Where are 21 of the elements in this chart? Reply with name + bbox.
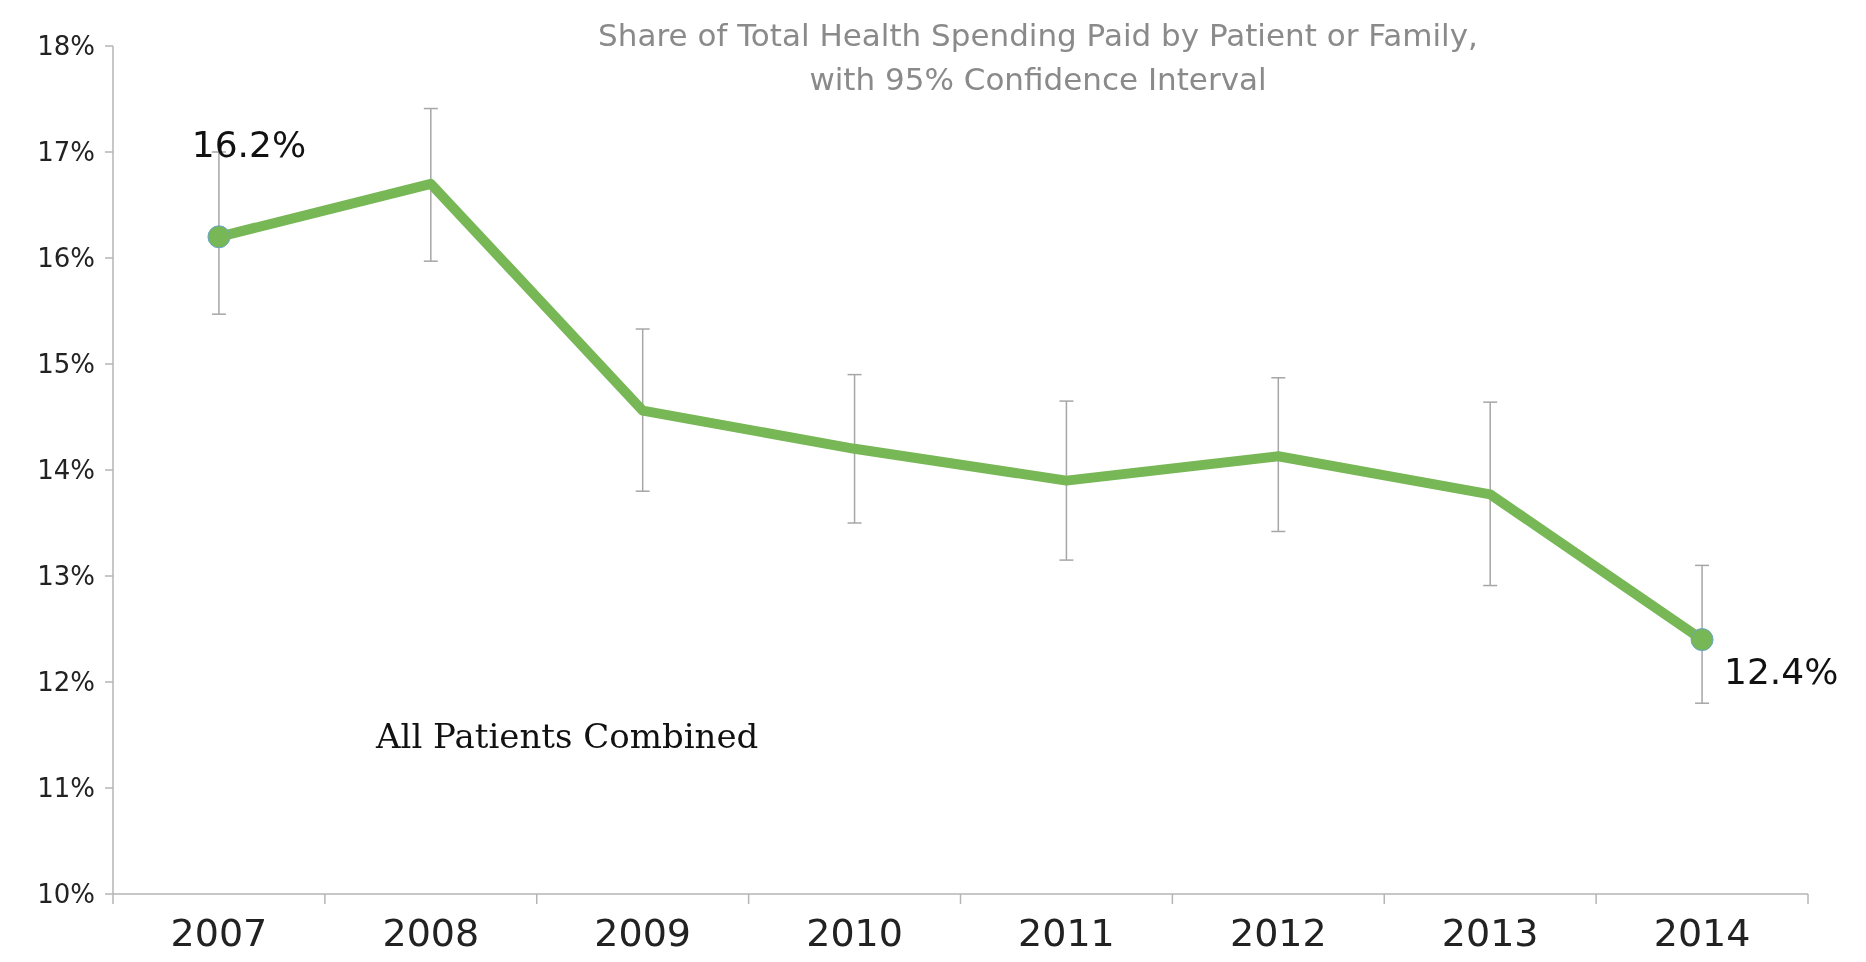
y-tick-label: 11% bbox=[37, 773, 95, 804]
y-tick-label: 13% bbox=[37, 561, 95, 592]
x-tick-label: 2014 bbox=[1653, 911, 1751, 955]
data-label: 16.2% bbox=[191, 123, 307, 165]
x-tick-label: 2009 bbox=[594, 911, 692, 955]
y-tick-label: 17% bbox=[37, 137, 95, 168]
x-tick-label: 2012 bbox=[1229, 911, 1327, 955]
x-tick-label: 2011 bbox=[1018, 911, 1115, 955]
y-tick-label: 16% bbox=[37, 243, 95, 274]
y-tick-label: 14% bbox=[37, 455, 95, 486]
x-tick-label: 2010 bbox=[806, 911, 903, 955]
x-tick-label: 2008 bbox=[382, 911, 480, 955]
x-tick-label: 2013 bbox=[1441, 911, 1539, 955]
y-tick-label: 10% bbox=[37, 879, 95, 910]
y-tick-label: 18% bbox=[37, 31, 95, 62]
annotation: All Patients Combined bbox=[375, 716, 759, 756]
data-label: 12.4% bbox=[1724, 650, 1839, 692]
y-tick-label: 12% bbox=[37, 667, 95, 698]
y-tick-label: 15% bbox=[37, 349, 95, 380]
x-tick-label: 2007 bbox=[170, 911, 268, 955]
chart-title: Share of Total Health Spending Paid by Patient or Family, with 95% Confidence Interval bbox=[598, 17, 1478, 97]
